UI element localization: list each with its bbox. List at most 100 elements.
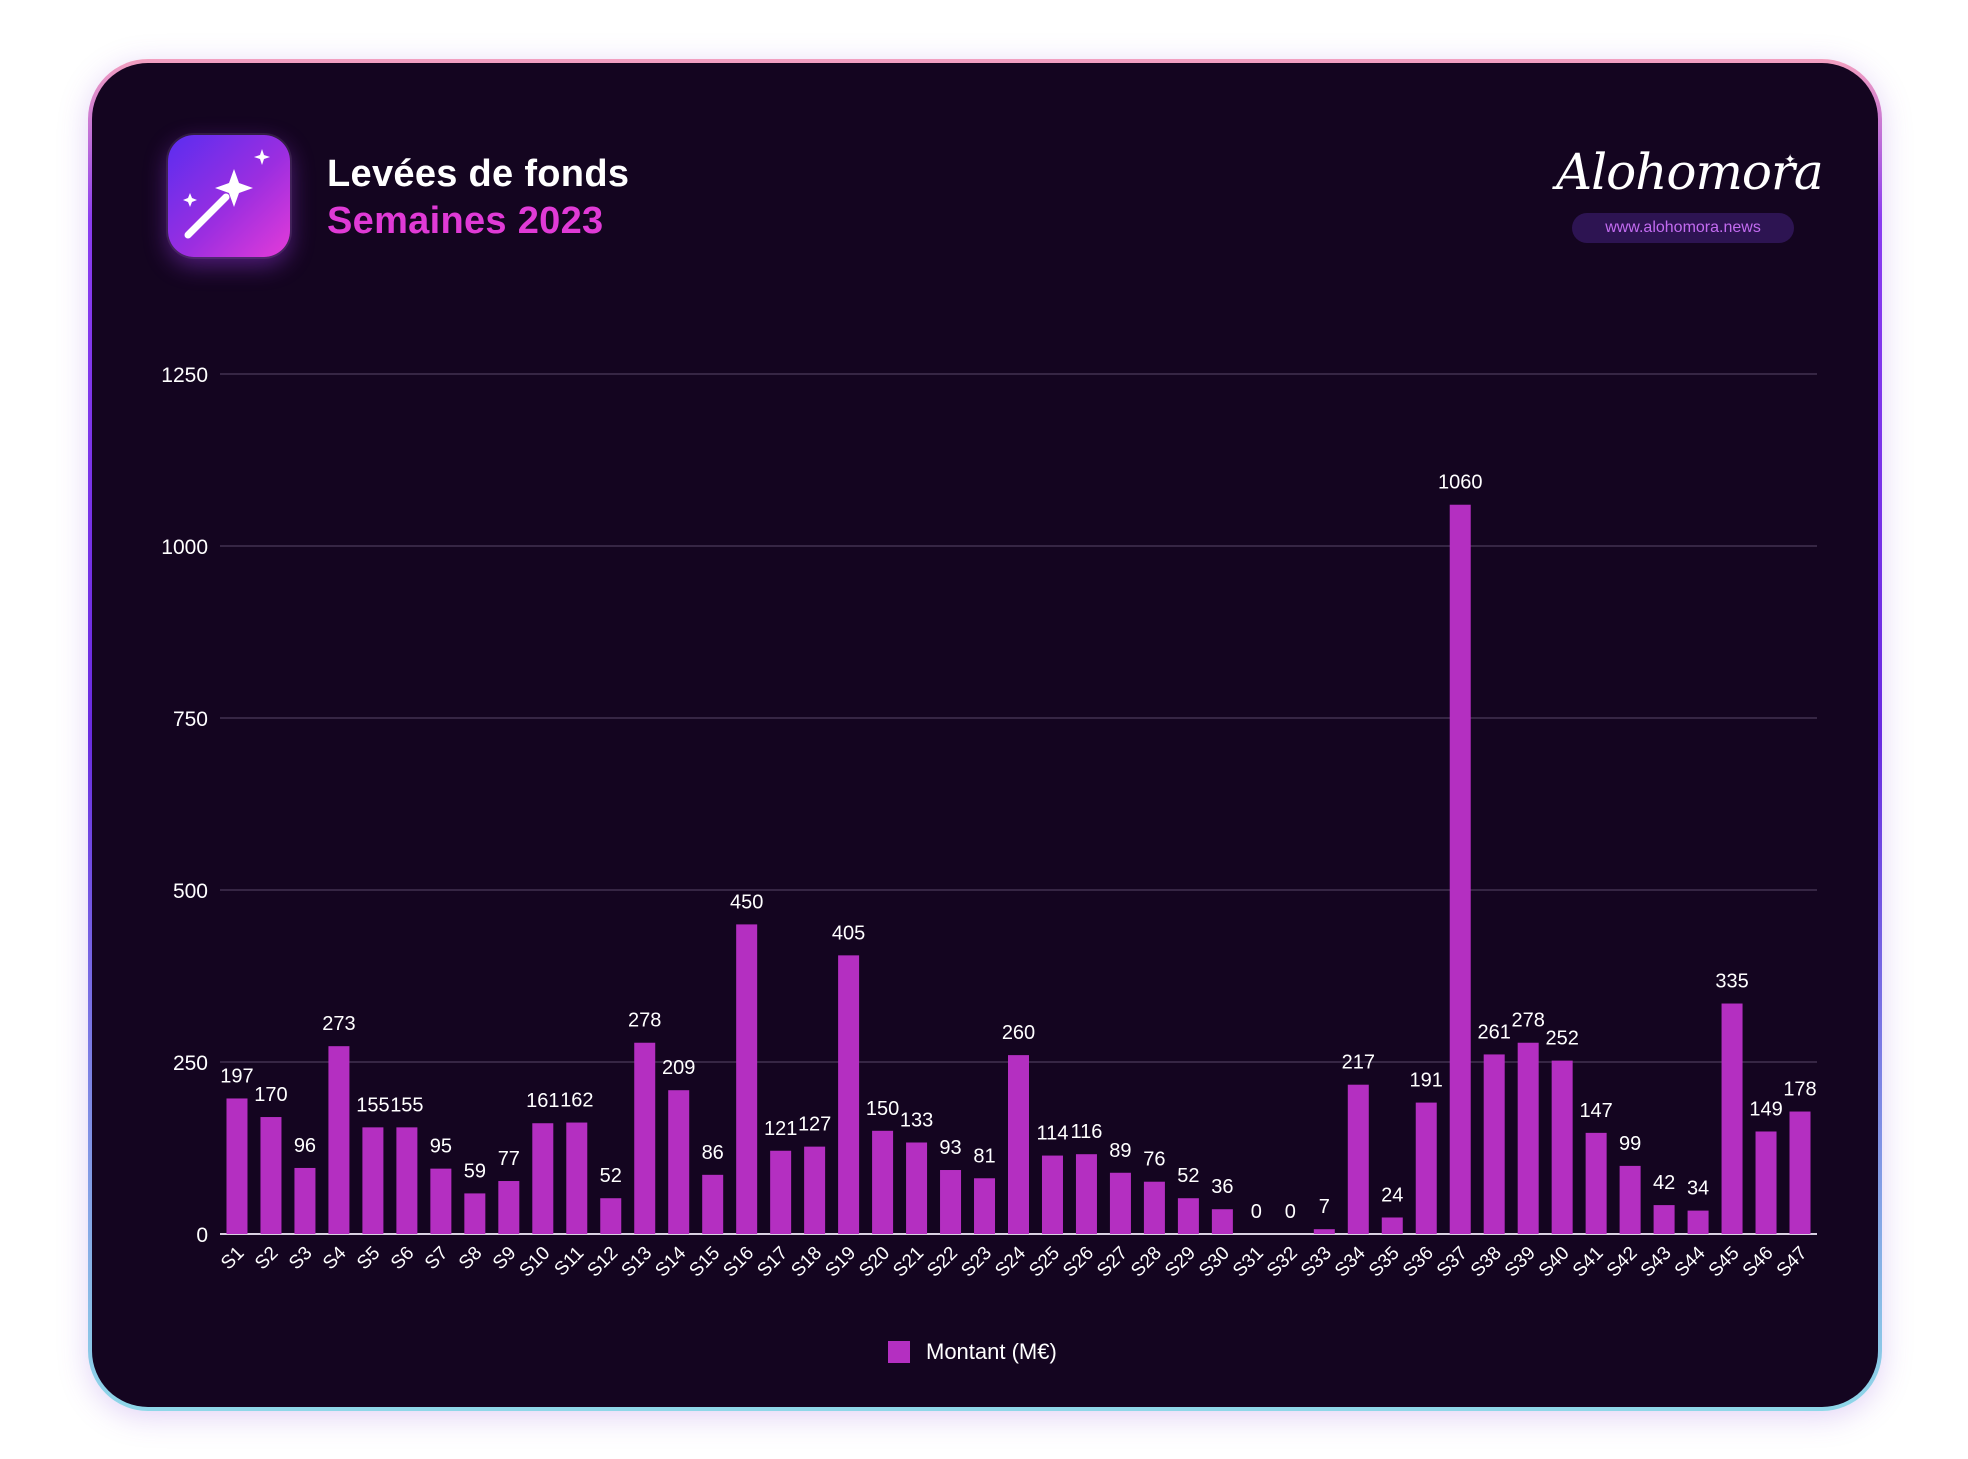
x-tick-label: S23 [957,1243,996,1282]
bar [1381,1217,1403,1234]
x-tick-label: S2 [251,1243,282,1274]
chart-card: Levées de fonds Semaines 2023 Alohomora … [92,63,1878,1407]
bar [226,1098,248,1234]
card-frame: Levées de fonds Semaines 2023 Alohomora … [88,59,1882,1411]
x-tick-label: S1 [217,1243,248,1274]
bar-value-label: 278 [1511,1010,1544,1032]
x-tick-label: S21 [889,1243,928,1282]
x-tick-label: S18 [787,1243,826,1282]
bar-value-label: 273 [322,1013,355,1035]
bar [1347,1084,1369,1234]
x-tick-label: S38 [1467,1243,1506,1282]
bar-value-label: 0 [1285,1201,1296,1223]
legend-swatch [888,1341,910,1363]
x-tick-label: S10 [516,1243,555,1282]
bar [498,1181,520,1234]
bar [1109,1172,1131,1234]
bar-value-label: 155 [390,1094,423,1116]
x-tick-label: S32 [1263,1243,1302,1282]
bar [770,1150,792,1234]
x-tick-label: S17 [753,1243,792,1282]
x-tick-label: S24 [991,1242,1030,1281]
bar [838,955,860,1234]
y-tick-label: 1000 [161,536,208,559]
bar [1517,1042,1539,1234]
y-tick-label: 0 [196,1224,208,1247]
bar-value-label: 335 [1715,971,1748,993]
bar-value-label: 42 [1653,1172,1675,1194]
x-tick-label: S28 [1127,1243,1166,1282]
bar [600,1198,622,1234]
bar [1653,1205,1675,1234]
x-tick-label: S30 [1195,1243,1234,1282]
bar [1789,1111,1811,1234]
x-tick-label: S7 [421,1243,452,1274]
bar [1721,1003,1743,1234]
chart-subtitle: Semaines 2023 [327,200,604,242]
bar-value-label: 133 [900,1109,933,1131]
bar [1449,504,1471,1235]
bar-value-label: 86 [702,1142,724,1164]
bar-value-label: 278 [628,1010,661,1032]
bar [804,1146,826,1234]
bar-value-label: 36 [1211,1176,1233,1198]
x-tick-label: S46 [1739,1243,1778,1282]
bar [260,1117,282,1234]
bar-value-label: 76 [1143,1149,1165,1171]
bar [1483,1054,1505,1234]
bar [634,1042,656,1234]
bar [1143,1181,1165,1234]
bar [1551,1060,1573,1234]
bar-value-label: 155 [356,1094,389,1116]
y-tick-label: 250 [173,1052,208,1075]
x-tick-label: S31 [1229,1243,1268,1282]
x-tick-label: S16 [719,1243,758,1282]
bar [1008,1055,1029,1234]
bar [1755,1131,1777,1234]
bar-value-label: 197 [220,1065,253,1087]
bar-value-label: 81 [973,1145,995,1167]
bar-value-label: 170 [254,1084,287,1106]
bar-value-label: 95 [430,1136,452,1158]
x-tick-label: S39 [1501,1243,1540,1282]
bar-chart: 025050075010001250197S1170S296S3273S4155… [161,364,1817,1282]
x-tick-label: S4 [319,1242,351,1274]
bar-value-label: 0 [1251,1201,1262,1223]
magic-wand-icon [168,135,290,257]
bar [940,1170,962,1234]
bar-value-label: 77 [498,1148,520,1170]
x-tick-label: S42 [1603,1243,1642,1282]
brand-logo: Alohomora [1556,143,1824,201]
x-tick-label: S22 [923,1243,962,1282]
bar-value-label: 178 [1783,1079,1816,1101]
x-tick-label: S19 [821,1243,860,1282]
bar-value-label: 405 [832,922,865,944]
bar [362,1127,384,1234]
y-tick-label: 500 [173,880,208,903]
x-tick-label: S27 [1093,1243,1132,1282]
x-tick-label: S29 [1161,1243,1200,1282]
bar [702,1174,724,1234]
bar-value-label: 252 [1545,1028,1578,1050]
x-tick-label: S6 [387,1243,418,1274]
x-tick-label: S25 [1025,1243,1064,1282]
bar-value-label: 116 [1071,1121,1103,1143]
x-tick-label: S34 [1331,1242,1370,1281]
x-tick-label: S3 [285,1243,316,1274]
bar-value-label: 161 [526,1090,559,1112]
bar-value-label: 7 [1319,1196,1330,1218]
x-tick-label: S13 [618,1243,657,1282]
x-tick-label: S12 [584,1243,623,1282]
bar [974,1178,996,1234]
x-tick-label: S15 [685,1243,724,1282]
bar [736,924,758,1234]
bar [1041,1155,1063,1234]
bar [906,1142,928,1234]
bar [668,1090,690,1234]
x-tick-label: S41 [1569,1243,1608,1282]
bar-value-label: 96 [294,1135,316,1157]
x-tick-label: S14 [651,1242,690,1281]
bar [430,1168,452,1234]
x-tick-label: S36 [1399,1243,1438,1282]
brand-url[interactable]: www.alohomora.news [1572,213,1794,243]
